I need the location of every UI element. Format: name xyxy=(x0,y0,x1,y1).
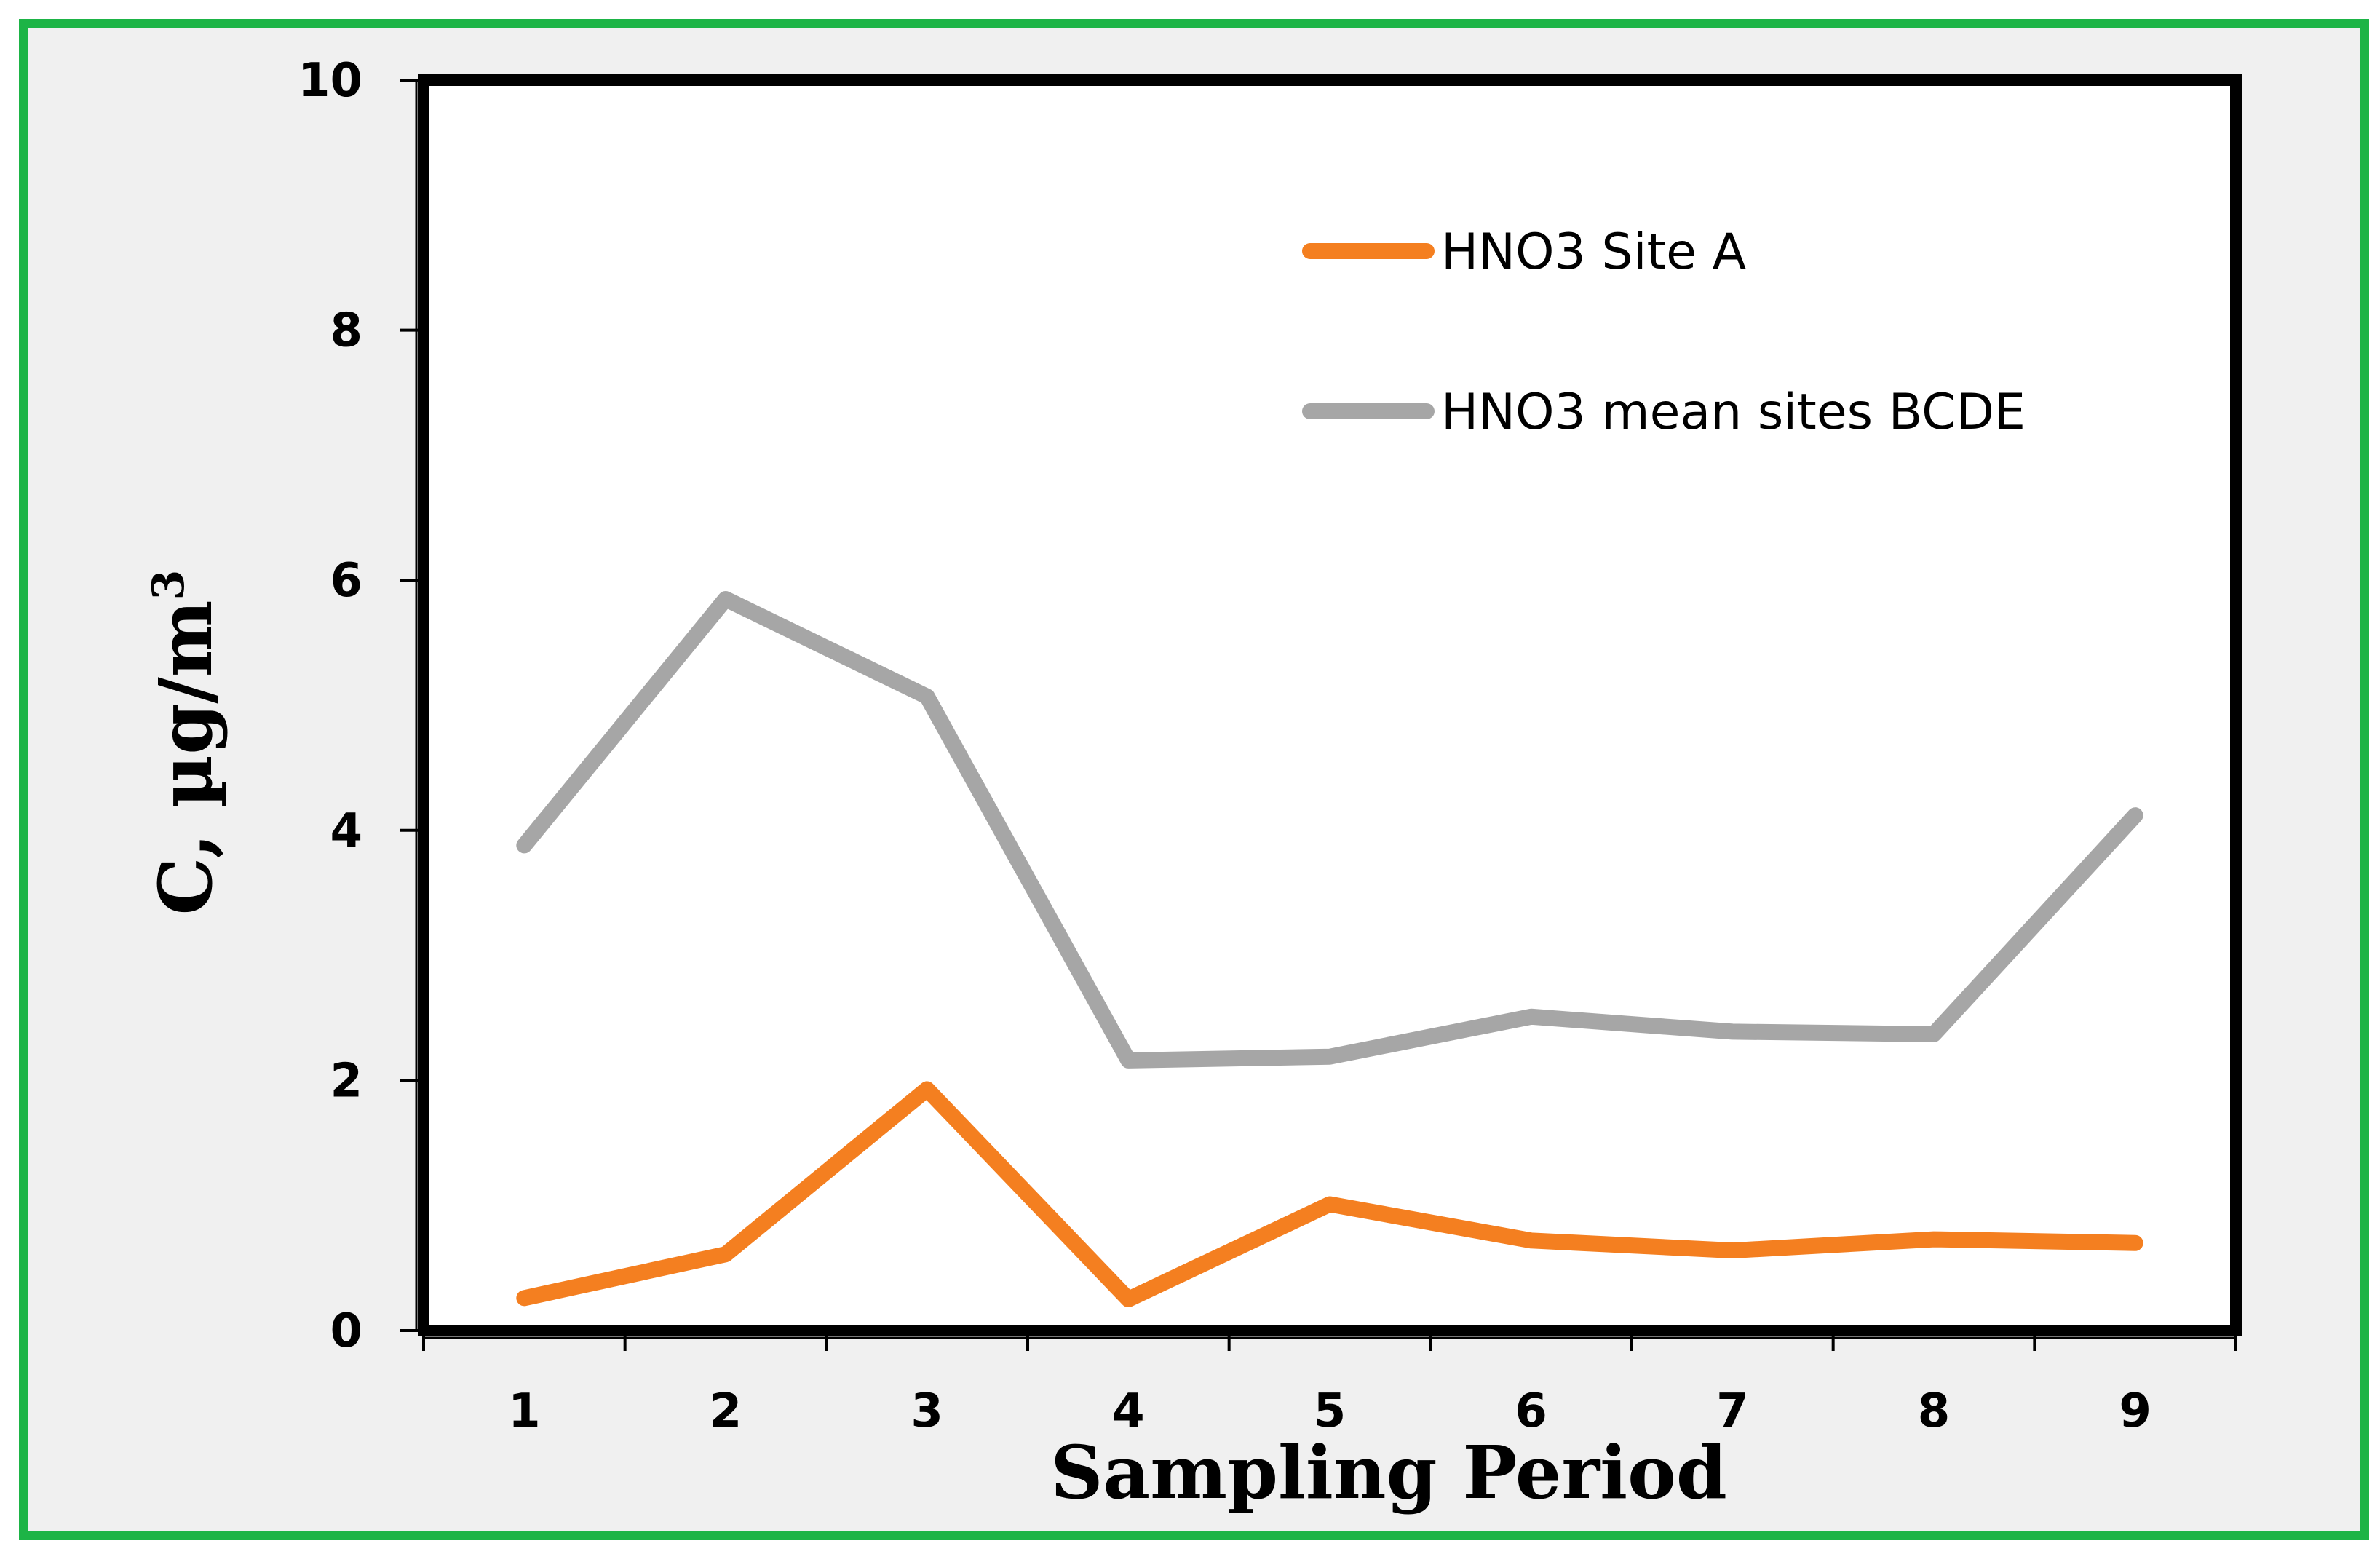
series-line-hno3-mean-sites-bcde xyxy=(516,590,2143,1069)
x-tick-label: 9 xyxy=(2119,1384,2151,1438)
y-tick-label: 2 xyxy=(330,1054,362,1108)
y-axis: 0 2 4 6 8 10 xyxy=(298,54,422,1358)
y-axis-title: C, µg/m3 xyxy=(143,570,229,916)
x-tick-label: 7 xyxy=(1716,1384,1749,1438)
x-tick-label: 2 xyxy=(710,1384,742,1438)
x-tick-label: 6 xyxy=(1515,1384,1547,1438)
y-axis-title-superscript: 3 xyxy=(143,570,194,600)
y-tick-label: 0 xyxy=(330,1304,362,1358)
y-axis-title-main: C, µg/m xyxy=(143,600,229,915)
x-axis-title: Sampling Period xyxy=(1050,1430,1727,1515)
x-axis: 1 2 3 4 5 6 7 8 9 xyxy=(422,1332,2237,1438)
series-line-hno3-site-a xyxy=(516,1081,2143,1308)
x-tick-label: 5 xyxy=(1314,1384,1346,1438)
x-tick-label: 4 xyxy=(1112,1384,1145,1438)
x-tick-label: 3 xyxy=(911,1384,943,1438)
y-tick-label: 4 xyxy=(330,804,362,858)
plot-area xyxy=(418,74,2242,1336)
x-tick-label: 8 xyxy=(1918,1384,1951,1438)
y-tick-label: 6 xyxy=(330,554,362,608)
y-tick-label: 8 xyxy=(330,304,362,358)
series-layer xyxy=(516,590,2143,1308)
legend-label: HNO3 mean sites BCDE xyxy=(1441,384,2026,441)
y-tick-label: 10 xyxy=(298,54,362,108)
legend-label: HNO3 Site A xyxy=(1441,223,1746,281)
x-tick-label: 1 xyxy=(508,1384,541,1438)
legend: HNO3 Site A HNO3 mean sites BCDE xyxy=(1302,223,2026,441)
